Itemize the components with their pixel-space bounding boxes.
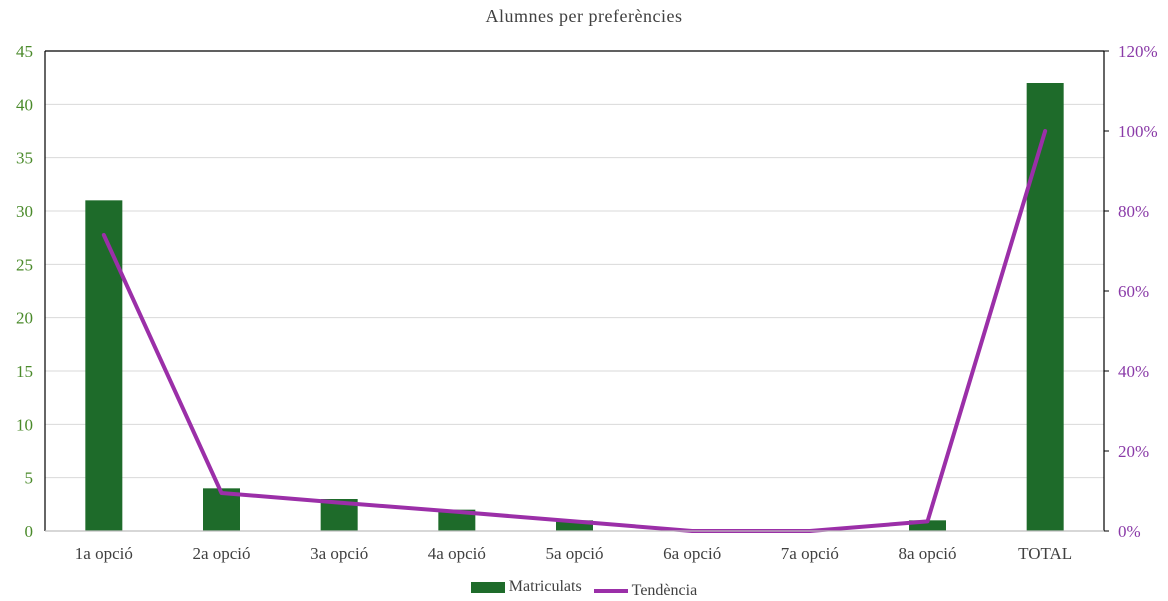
x-tick-label: TOTAL bbox=[1018, 544, 1072, 563]
right-tick-label: 100% bbox=[1118, 122, 1158, 141]
chart-title: Alumnes per preferències bbox=[485, 6, 683, 26]
x-tick-label: 2a opció bbox=[192, 544, 250, 563]
right-tick-label: 80% bbox=[1118, 202, 1149, 221]
bar-series bbox=[85, 83, 1064, 532]
bar bbox=[438, 509, 476, 531]
left-tick-label: 5 bbox=[25, 469, 34, 488]
x-axis-ticks: 1a opció 2a opció 3a opció 4a opció 5a opció… bbox=[75, 544, 1072, 563]
left-tick-label: 20 bbox=[16, 309, 33, 328]
bar bbox=[909, 520, 946, 531]
x-tick-label: 1a opció bbox=[75, 544, 133, 563]
right-axis-ticks: 0% 20% 40% 60% 80% 100% 120% bbox=[1104, 42, 1158, 541]
right-tick-label: 120% bbox=[1118, 42, 1158, 61]
left-tick-label: 15 bbox=[16, 362, 33, 381]
left-tick-label: 45 bbox=[16, 42, 33, 61]
left-tick-label: 30 bbox=[16, 202, 33, 221]
legend: Matriculats Tendència bbox=[0, 578, 1168, 600]
legend-item-bars: Matriculats bbox=[470, 578, 582, 596]
left-axis-ticks: 0 5 10 15 20 25 30 35 40 45 bbox=[16, 42, 33, 541]
left-tick-label: 40 bbox=[16, 95, 33, 114]
grid-lines bbox=[45, 50, 1104, 479]
legend-label-bars: Matriculats bbox=[508, 578, 582, 595]
legend-label-line: Tendència bbox=[631, 581, 698, 599]
right-tick-label: 40% bbox=[1118, 362, 1149, 381]
legend-item-line: Tendència bbox=[593, 581, 698, 600]
legend-swatch-line bbox=[593, 588, 628, 593]
left-tick-label: 10 bbox=[16, 415, 33, 434]
x-tick-label: 3a opció bbox=[310, 544, 368, 563]
left-tick-label: 35 bbox=[16, 149, 33, 168]
x-tick-label: 8a opció bbox=[898, 544, 956, 563]
trend-line bbox=[101, 129, 1048, 533]
bar bbox=[556, 520, 593, 531]
x-tick-label: 5a opció bbox=[545, 544, 603, 563]
bar bbox=[85, 200, 123, 532]
right-tick-label: 0% bbox=[1118, 522, 1141, 541]
x-tick-label: 4a opció bbox=[428, 544, 486, 563]
line-series bbox=[101, 129, 1048, 533]
legend-swatch-bar bbox=[470, 581, 505, 593]
x-tick-label: 6a opció bbox=[663, 544, 721, 563]
bar bbox=[1026, 83, 1064, 531]
right-tick-label: 20% bbox=[1118, 442, 1149, 461]
right-tick-label: 60% bbox=[1118, 282, 1149, 301]
left-tick-label: 0 bbox=[25, 522, 34, 541]
left-tick-label: 25 bbox=[16, 255, 33, 274]
x-tick-label: 7a opció bbox=[781, 544, 839, 563]
